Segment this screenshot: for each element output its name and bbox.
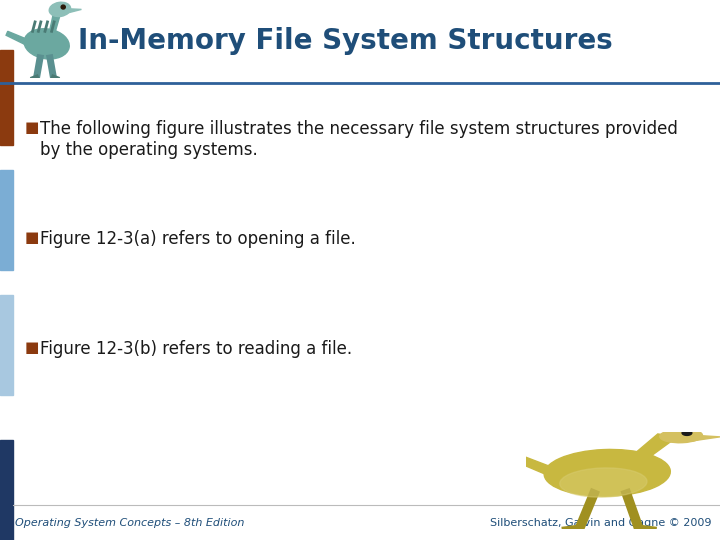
Text: Figure 12-3(b) refers to reading a file.: Figure 12-3(b) refers to reading a file.	[40, 340, 352, 358]
Polygon shape	[687, 435, 720, 442]
Polygon shape	[63, 9, 81, 14]
Bar	[0, 440, 13, 540]
Text: Silberschatz, Galvin and Gagne © 2009: Silberschatz, Galvin and Gagne © 2009	[490, 518, 712, 528]
Text: ■: ■	[25, 230, 40, 245]
Bar	[0, 295, 13, 395]
Ellipse shape	[49, 2, 71, 17]
Polygon shape	[633, 434, 678, 455]
Text: The following figure illustrates the necessary file system structures provided
b: The following figure illustrates the nec…	[40, 120, 678, 159]
Ellipse shape	[24, 29, 69, 59]
Polygon shape	[49, 14, 60, 33]
Text: Operating System Concepts – 8th Edition: Operating System Concepts – 8th Edition	[15, 518, 244, 528]
Bar	[0, 0, 720, 82]
Polygon shape	[6, 31, 27, 45]
Ellipse shape	[660, 429, 703, 443]
Circle shape	[61, 5, 66, 9]
Polygon shape	[510, 454, 549, 476]
Bar	[0, 50, 13, 145]
Text: ■: ■	[25, 340, 40, 355]
Ellipse shape	[544, 449, 670, 496]
Text: ■: ■	[25, 120, 40, 135]
Text: Figure 12-3(a) refers to opening a file.: Figure 12-3(a) refers to opening a file.	[40, 230, 356, 248]
Circle shape	[682, 430, 692, 435]
Ellipse shape	[559, 468, 647, 497]
Bar	[0, 170, 13, 270]
Text: In-Memory File System Structures: In-Memory File System Structures	[78, 27, 613, 55]
